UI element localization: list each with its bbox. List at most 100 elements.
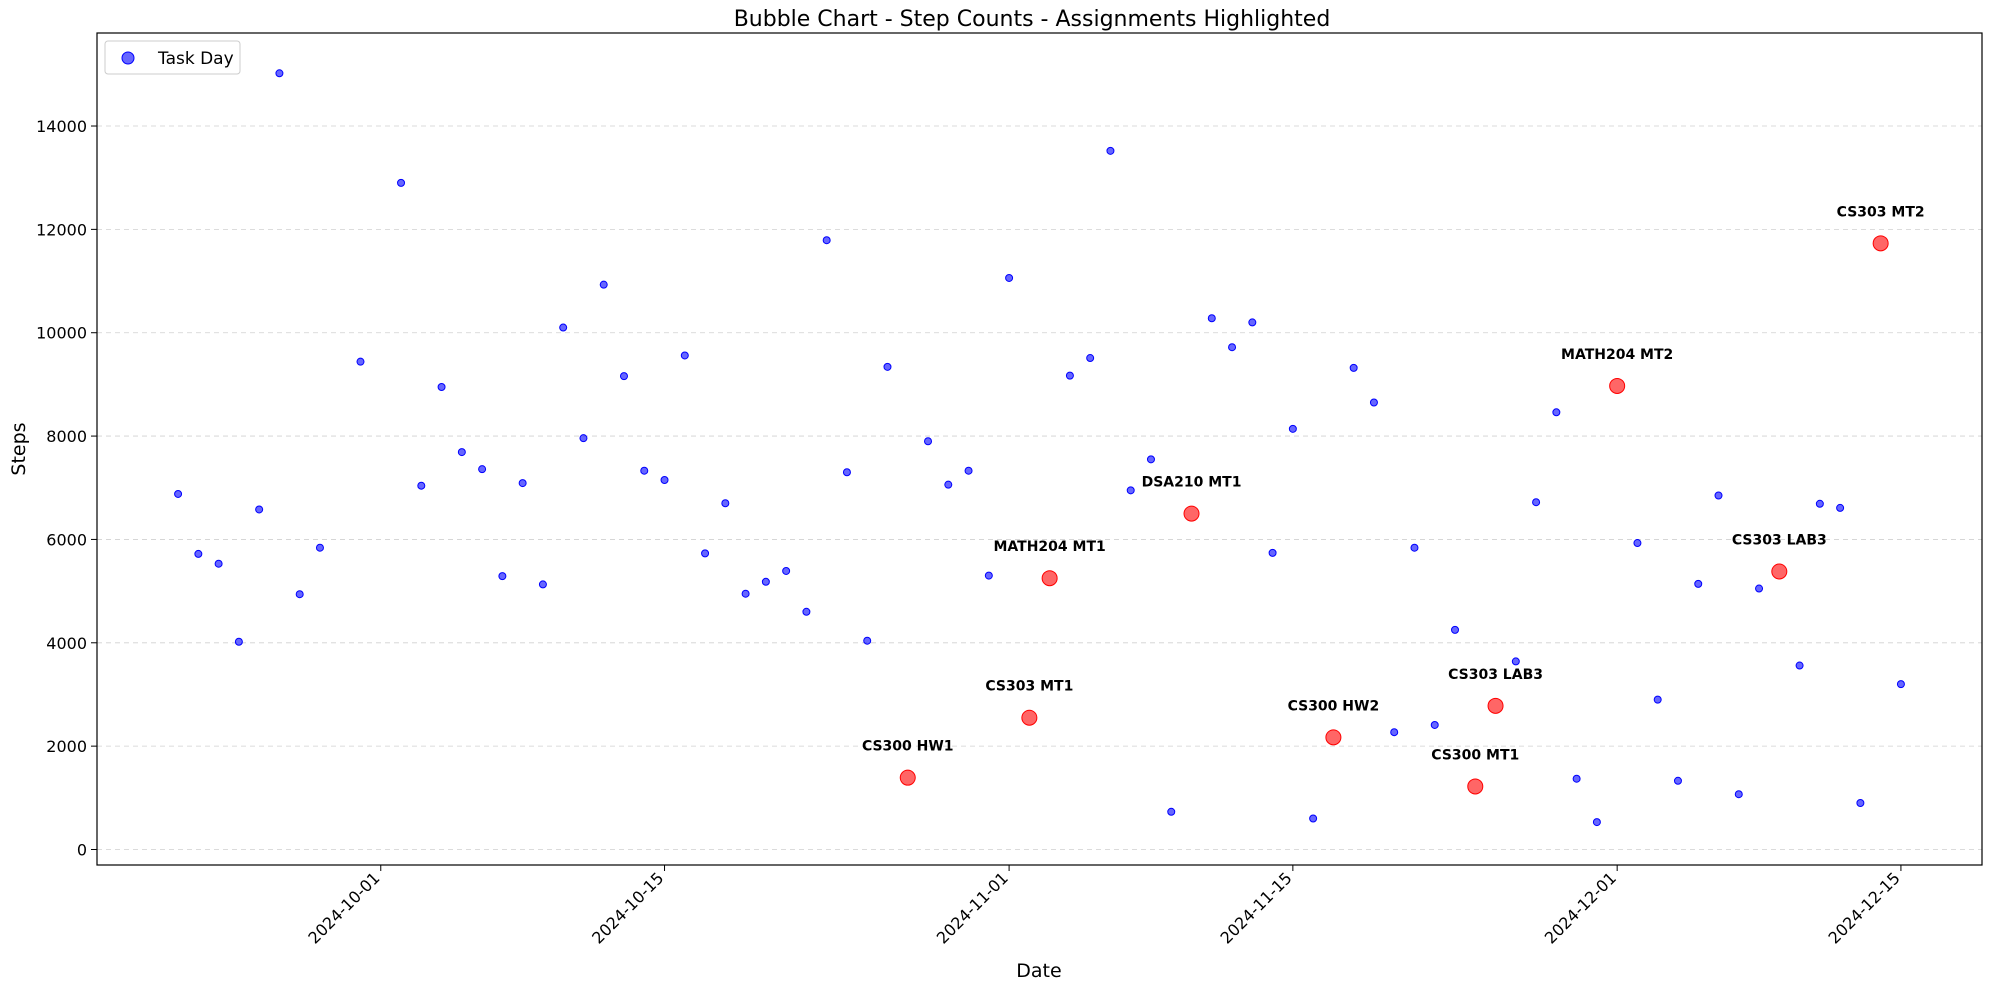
task-day-point bbox=[538, 580, 547, 589]
task-day-point bbox=[782, 566, 791, 575]
y-tick-label: 14000 bbox=[36, 117, 87, 136]
task-day-point bbox=[640, 466, 649, 475]
task-day-point bbox=[1572, 774, 1581, 783]
x-tick-label: 2024-12-01 bbox=[1541, 868, 1620, 947]
task-day-point bbox=[1592, 818, 1601, 827]
task-day-point bbox=[1815, 499, 1824, 508]
task-day-point bbox=[1349, 363, 1358, 372]
x-axis-ticks: 2024-10-01 2024-10-15 2024-11-01 2024-11-15… bbox=[304, 865, 1904, 948]
task-day-point bbox=[437, 382, 446, 391]
task-day-point bbox=[417, 481, 426, 490]
task-day-point bbox=[1856, 798, 1865, 807]
task-day-point bbox=[822, 236, 831, 245]
task-day-point bbox=[1390, 728, 1399, 737]
task-day-point bbox=[660, 476, 669, 485]
task-day-point bbox=[1673, 776, 1682, 785]
task-day-point bbox=[1410, 543, 1419, 552]
x-tick-label: 2024-10-15 bbox=[588, 868, 667, 947]
task-day-point bbox=[1228, 343, 1237, 352]
task-day-point bbox=[1369, 398, 1378, 407]
legend-marker-task-day bbox=[121, 51, 135, 65]
assignment-label: DSA210 MT1 bbox=[1142, 475, 1242, 491]
task-day-point bbox=[1836, 503, 1845, 512]
y-axis-ticks: 0 2000 4000 6000 8000 10000 12000 14000 bbox=[36, 117, 97, 859]
task-day-point bbox=[1288, 424, 1297, 433]
task-day-point bbox=[1106, 146, 1115, 155]
task-day-point bbox=[1552, 408, 1561, 417]
task-day-point bbox=[1268, 548, 1277, 557]
assignment-label: CS303 MT2 bbox=[1837, 204, 1925, 220]
task-day-point bbox=[559, 323, 568, 332]
assignment-label: CS300 HW2 bbox=[1288, 698, 1380, 714]
task-day-point bbox=[721, 499, 730, 508]
task-day-point bbox=[1207, 314, 1216, 323]
task-day-point bbox=[1248, 318, 1257, 327]
assignment-label: MATH204 MT2 bbox=[1561, 347, 1673, 363]
task-day-point bbox=[234, 637, 243, 646]
task-day-point bbox=[761, 577, 770, 586]
y-tick-label: 6000 bbox=[46, 530, 87, 549]
assignment-point bbox=[1021, 709, 1038, 726]
y-axis-label: Steps bbox=[8, 422, 30, 475]
plot-frame bbox=[96, 32, 1983, 866]
assignment-point bbox=[1325, 729, 1342, 746]
task-day-point bbox=[741, 589, 750, 598]
assignment-label: CS303 LAB3 bbox=[1732, 532, 1827, 548]
task-day-point bbox=[619, 372, 628, 381]
task-day-point bbox=[397, 178, 406, 187]
task-day-point bbox=[518, 479, 527, 488]
task-day-point bbox=[275, 69, 284, 78]
task-day-point bbox=[1653, 695, 1662, 704]
task-day-point bbox=[579, 434, 588, 443]
assignment-point bbox=[1183, 505, 1200, 522]
x-axis-label: Date bbox=[1016, 960, 1061, 982]
task-day-point bbox=[214, 559, 223, 568]
task-day-point bbox=[457, 448, 466, 457]
assignment-label: CS300 MT1 bbox=[1431, 747, 1519, 763]
y-tick-label: 8000 bbox=[46, 427, 87, 446]
task-day-point bbox=[680, 351, 689, 360]
task-day-point bbox=[315, 543, 324, 552]
legend: Task Day bbox=[104, 40, 241, 75]
task-day-point bbox=[1795, 661, 1804, 670]
task-day-point bbox=[1896, 680, 1905, 689]
assignment-label: CS303 LAB3 bbox=[1448, 667, 1543, 683]
task-day-point bbox=[1451, 625, 1460, 634]
y-tick-label: 0 bbox=[77, 840, 87, 859]
task-day-point bbox=[1694, 579, 1703, 588]
task-day-point bbox=[984, 571, 993, 580]
task-day-point bbox=[1714, 491, 1723, 500]
task-day-point bbox=[863, 636, 872, 645]
task-day-point bbox=[944, 480, 953, 489]
task-day-point bbox=[1086, 354, 1095, 363]
assignment-annotations: CS300 HW1 CS303 MT1 MATH204 MT1 DSA210 MT1 C… bbox=[862, 204, 1925, 763]
y-tick-label: 2000 bbox=[46, 737, 87, 756]
task-day-point bbox=[883, 362, 892, 371]
task-day-point bbox=[1633, 539, 1642, 548]
task-day-point bbox=[1005, 273, 1014, 282]
legend-label-task-day: Task Day bbox=[157, 49, 234, 69]
y-tick-label: 10000 bbox=[36, 324, 87, 343]
x-tick-label: 2024-12-15 bbox=[1825, 868, 1904, 947]
y-tick-label: 12000 bbox=[36, 220, 87, 239]
task-day-point bbox=[1126, 486, 1135, 495]
task-day-point bbox=[295, 590, 304, 599]
assignment-point bbox=[1872, 235, 1889, 252]
grid-lines bbox=[97, 125, 1982, 850]
task-day-point bbox=[1734, 790, 1743, 799]
assignment-label: MATH204 MT1 bbox=[993, 539, 1105, 555]
task-day-point bbox=[802, 607, 811, 616]
task-day-point bbox=[498, 572, 507, 581]
task-day-point bbox=[1430, 720, 1439, 729]
task-day-point bbox=[1167, 807, 1176, 816]
assignment-label: CS303 MT1 bbox=[985, 679, 1073, 695]
legend-box bbox=[104, 40, 241, 75]
task-day-point bbox=[1755, 584, 1764, 593]
assignment-label: CS300 HW1 bbox=[862, 739, 954, 755]
task-day-point bbox=[255, 505, 264, 514]
x-tick-label: 2024-10-01 bbox=[304, 868, 383, 947]
assignment-point bbox=[1487, 697, 1504, 714]
task-day-point bbox=[842, 468, 851, 477]
assignment-point bbox=[1609, 377, 1626, 394]
